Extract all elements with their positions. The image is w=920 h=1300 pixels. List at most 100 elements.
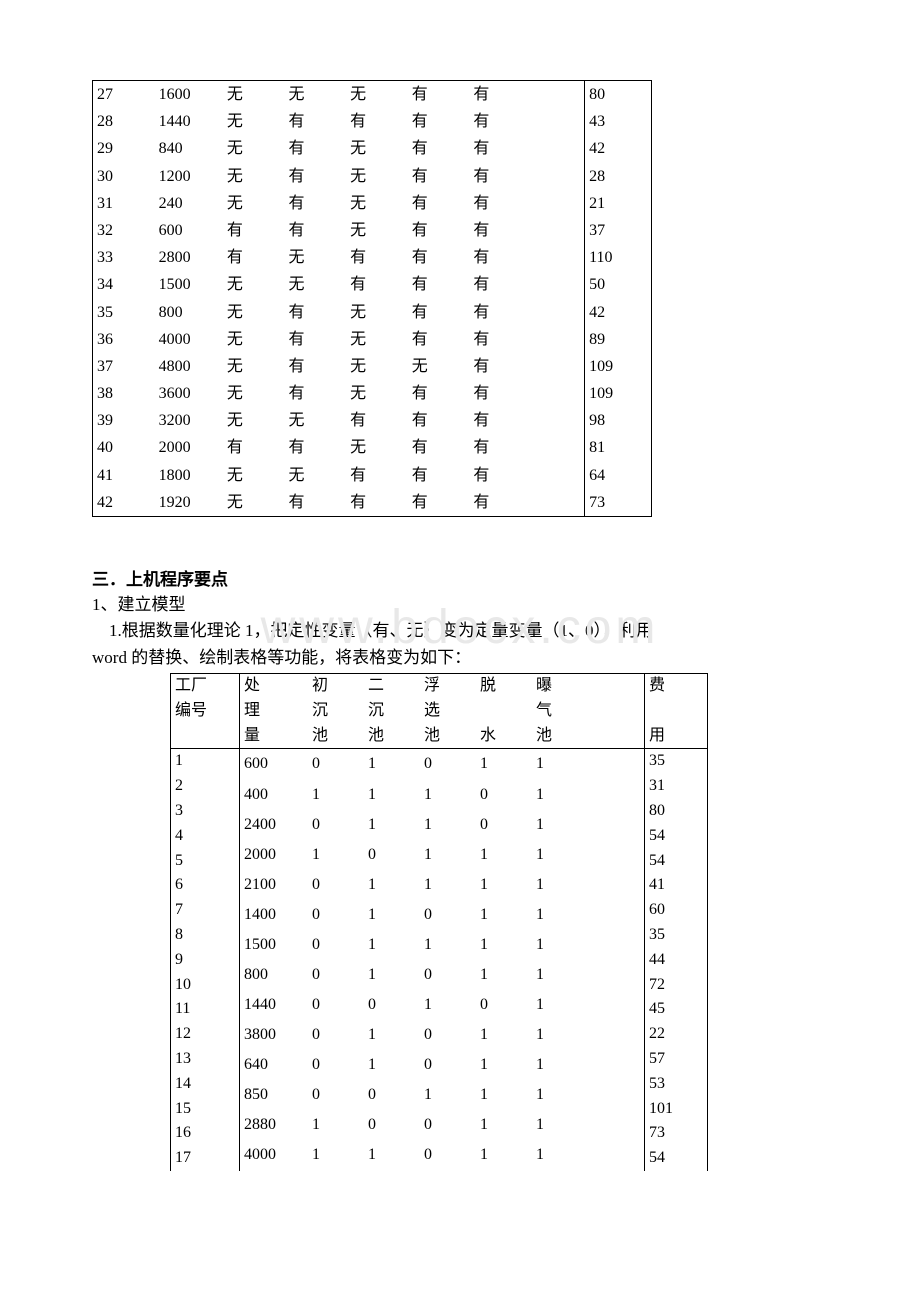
table-cell: 无 — [408, 353, 470, 380]
table-cell: 有 — [469, 462, 531, 489]
table-cell: 73 — [585, 489, 652, 517]
table-cell: 37 — [93, 353, 155, 380]
table-cell: 无 — [223, 407, 285, 434]
table-header-cell: 工厂 — [171, 674, 240, 699]
table-cell: 1800 — [155, 462, 223, 489]
table-cell: 有 — [469, 217, 531, 244]
body-line-3: word 的替换、绘制表格等功能，将表格变为如下： — [92, 645, 828, 671]
table-cell: 无 — [284, 462, 346, 489]
table-cell: 28 — [585, 163, 652, 190]
table-cell: 无 — [346, 217, 408, 244]
table-header-cell: 水 — [476, 724, 532, 749]
table-cell: 无 — [284, 244, 346, 271]
table-cell: 3200 — [155, 407, 223, 434]
body-line-1: 1、建立模型 — [92, 592, 828, 618]
table-cell — [531, 380, 585, 407]
table-cell: 有 — [284, 489, 346, 517]
table-cell: 1440 — [155, 108, 223, 135]
table-cell: 有 — [284, 217, 346, 244]
table-cell: 98 — [585, 407, 652, 434]
table-cell — [531, 244, 585, 271]
table-cell: 有 — [408, 217, 470, 244]
table-cell: 有 — [346, 271, 408, 298]
table-cell: 110 — [585, 244, 652, 271]
table-cell: 无 — [223, 462, 285, 489]
table-cell: 无 — [346, 353, 408, 380]
table-header-cell — [588, 674, 645, 699]
table-cell: 30 — [93, 163, 155, 190]
table-cell: 有 — [346, 489, 408, 517]
table-cell: 1920 — [155, 489, 223, 517]
table-cell: 有 — [408, 244, 470, 271]
table-cell: 无 — [346, 434, 408, 461]
table-cell: 有 — [408, 135, 470, 162]
table-cell: 80 — [585, 81, 652, 109]
table-cell: 33 — [93, 244, 155, 271]
table-cell: 32 — [93, 217, 155, 244]
table-cell: 有 — [223, 217, 285, 244]
table-cell: 有 — [469, 81, 531, 109]
table-cell: 有 — [469, 299, 531, 326]
table-cell: 有 — [284, 135, 346, 162]
table-cell: 有 — [408, 489, 470, 517]
table-cell: 4000 — [155, 326, 223, 353]
table-cell: 有 — [408, 163, 470, 190]
table-cell: 有 — [469, 380, 531, 407]
table-header-cell: 处 — [240, 674, 309, 699]
table-cell: 有 — [408, 462, 470, 489]
table-cell: 无 — [223, 353, 285, 380]
table-cell: 109 — [585, 380, 652, 407]
table-header-cell: 池 — [420, 724, 476, 749]
table-cell: 有 — [284, 380, 346, 407]
table-header-cell: 池 — [532, 724, 588, 749]
table-cell: 有 — [223, 434, 285, 461]
table-cell: 109 — [585, 353, 652, 380]
table-cell: 无 — [223, 108, 285, 135]
table-cell: 1500 — [155, 271, 223, 298]
table-cell: 800 — [155, 299, 223, 326]
table-cell — [531, 271, 585, 298]
table-cell: 有 — [408, 190, 470, 217]
table-header-cell — [588, 724, 645, 749]
table-cell — [531, 353, 585, 380]
table-header-cell: 量 — [240, 724, 309, 749]
table-cell: 无 — [223, 326, 285, 353]
table-header-cell: 浮 — [420, 674, 476, 699]
table-cell: 31 — [93, 190, 155, 217]
table-cell: 有 — [408, 81, 470, 109]
table-cell: 有 — [346, 244, 408, 271]
table-cell: 无 — [346, 81, 408, 109]
table-cell: 有 — [469, 244, 531, 271]
table-cell: 有 — [469, 326, 531, 353]
table-cell: 无 — [346, 299, 408, 326]
document-page: 271600无无无有有80281440无有有有有4329840无有无有有4230… — [0, 0, 920, 1231]
table-cell: 有 — [469, 271, 531, 298]
table-header-cell: 池 — [364, 724, 420, 749]
table-header-cell: 编号 — [171, 699, 240, 724]
table-cell: 40 — [93, 434, 155, 461]
table-cell: 无 — [346, 380, 408, 407]
table-header-cell: 用 — [645, 724, 708, 749]
table-cell: 1200 — [155, 163, 223, 190]
table-cell: 42 — [585, 299, 652, 326]
data-column: 01010000000011 — [308, 749, 364, 1171]
table-cell: 840 — [155, 135, 223, 162]
table-cell: 有 — [284, 326, 346, 353]
body-line-2: 1.根据数量化理论 1，把定性变量（有、无）变为定量变量（1、0），利用 — [92, 618, 828, 644]
table-cell — [531, 190, 585, 217]
table-cell: 有 — [408, 299, 470, 326]
table-cell: 无 — [223, 163, 285, 190]
table-cell — [531, 163, 585, 190]
table-cell: 有 — [469, 135, 531, 162]
table-header-cell: 选 — [420, 699, 476, 724]
table-cell: 43 — [585, 108, 652, 135]
table-cell — [531, 462, 585, 489]
table-cell: 有 — [346, 407, 408, 434]
table-cell: 有 — [284, 434, 346, 461]
table-cell: 无 — [284, 81, 346, 109]
table-cell: 有 — [469, 108, 531, 135]
table-cell: 2800 — [155, 244, 223, 271]
table-cell: 有 — [469, 190, 531, 217]
table-cell: 无 — [346, 135, 408, 162]
top-data-table: 271600无无无有有80281440无有有有有4329840无有无有有4230… — [92, 80, 652, 517]
